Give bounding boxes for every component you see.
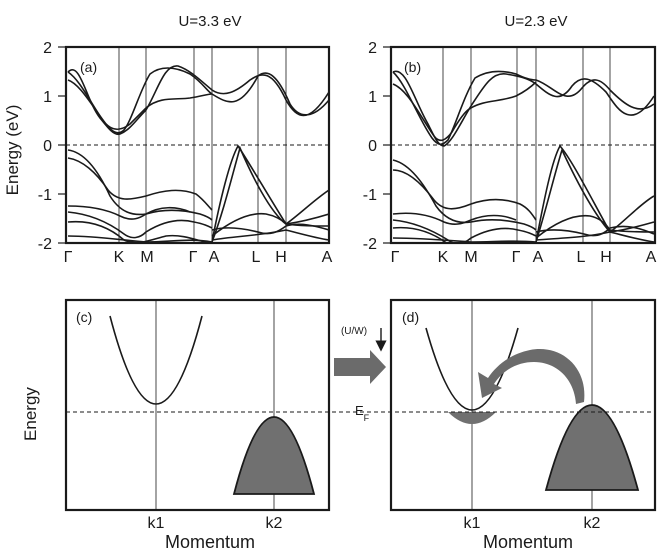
kpoint-b-h: H — [600, 249, 612, 266]
kpoint-b-m: M — [464, 249, 477, 266]
kpoint-a-m: M — [140, 249, 153, 266]
kpoint-b-k: K — [438, 249, 449, 266]
panel-d-electron-pocket — [448, 412, 496, 424]
ytick-0: 0 — [43, 138, 52, 155]
band-a-10 — [211, 144, 329, 243]
panel-d-valence-band — [544, 404, 640, 491]
kpoint-a-h: H — [275, 249, 287, 266]
panel-c-label: (c) — [76, 309, 92, 325]
ytick-b-1: 1 — [368, 89, 377, 106]
ytick-1: 1 — [43, 89, 52, 106]
panel-b: U=2.3 eV (b) 2 — [363, 13, 657, 266]
band-b-12 — [535, 214, 655, 239]
band-a-6 — [67, 205, 191, 220]
transition-arrow-icon — [334, 350, 386, 384]
kpoint-b-a1: A — [533, 249, 544, 266]
band-b-5 — [392, 159, 537, 231]
band-a-7 — [67, 211, 213, 239]
panel-d: (d) — [389, 298, 657, 512]
panel-c-conduction-band — [109, 315, 203, 405]
panel-d-xlabel: Momentum — [483, 532, 573, 552]
panel-c-frame — [64, 298, 331, 512]
band-b-9 — [392, 237, 537, 243]
panel-c-k2-label: k2 — [266, 515, 283, 532]
panel-a-label: (a) — [80, 59, 97, 75]
panel-c-valence-band — [232, 416, 316, 495]
band-b-4 — [392, 169, 537, 221]
band-a-2 — [67, 67, 329, 134]
band-a-5 — [67, 149, 213, 221]
panel-a: U=3.3 eV (a) 2 — [38, 13, 333, 266]
panel-a-kpoints: Γ K M Γ A L H A — [64, 249, 333, 266]
kpoint-a-a2: A — [322, 249, 333, 266]
panel-d-k1-label: k1 — [464, 515, 481, 532]
band-b-14 — [535, 231, 655, 243]
kpoint-b-gamma2: Γ — [512, 249, 521, 266]
kpoint-b-gamma1: Γ — [391, 249, 400, 266]
kpoint-a-l: L — [252, 249, 261, 266]
ytick-neg1: -1 — [38, 187, 52, 204]
kpoint-b-l: L — [577, 249, 586, 266]
ytick-neg2: -2 — [38, 236, 52, 253]
panel-b-bands — [392, 70, 655, 243]
kpoint-a-k: K — [114, 249, 125, 266]
panel-b-yticks: 2 1 0 -1 -2 — [363, 40, 391, 253]
panel-c: (c) — [64, 298, 331, 512]
ytick-b-neg1: -1 — [363, 187, 377, 204]
band-b-7 — [392, 219, 537, 243]
band-b-6 — [392, 212, 517, 225]
band-a-4 — [67, 157, 213, 211]
panel-b-kpoints: Γ K M Γ A L H A — [391, 249, 657, 266]
kpoint-b-a2: A — [646, 249, 657, 266]
fermi-label: EF — [355, 403, 370, 423]
band-b-2 — [392, 70, 655, 146]
panel-d-frame — [389, 298, 657, 512]
band-b-3 — [392, 81, 537, 142]
panel-c-xlabel: Momentum — [165, 532, 255, 552]
band-a-14 — [211, 229, 329, 241]
bottom-ylabel: Energy — [21, 387, 40, 441]
ytick-b-0: 0 — [368, 138, 377, 155]
ratio-label: (U/W) — [341, 326, 367, 337]
top-ylabel: Energy (eV) — [3, 105, 22, 196]
ytick-2: 2 — [43, 40, 52, 57]
band-b-1 — [392, 70, 655, 147]
panel-a-title: U=3.3 eV — [179, 13, 242, 30]
band-b-8 — [392, 226, 448, 243]
band-b-10 — [535, 144, 655, 243]
ytick-b-neg2: -2 — [363, 236, 377, 253]
ytick-b-2: 2 — [368, 40, 377, 57]
panel-c-k1-label: k1 — [148, 515, 165, 532]
band-b-11 — [535, 147, 655, 243]
kpoint-a-gamma1: Γ — [64, 249, 73, 266]
panel-d-k2-label: k2 — [584, 515, 601, 532]
kpoint-a-gamma2: Γ — [189, 249, 198, 266]
band-a-11 — [211, 145, 329, 243]
panel-b-title: U=2.3 eV — [505, 13, 568, 30]
kpoint-a-a1: A — [209, 249, 220, 266]
panel-a-yticks: 2 1 0 -1 -2 — [38, 40, 66, 253]
panel-d-label: (d) — [402, 309, 419, 325]
panel-b-label: (b) — [404, 59, 421, 75]
panel-d-transfer-arrow — [478, 349, 585, 404]
band-a-3 — [67, 79, 213, 131]
panel-a-bands — [67, 65, 329, 243]
